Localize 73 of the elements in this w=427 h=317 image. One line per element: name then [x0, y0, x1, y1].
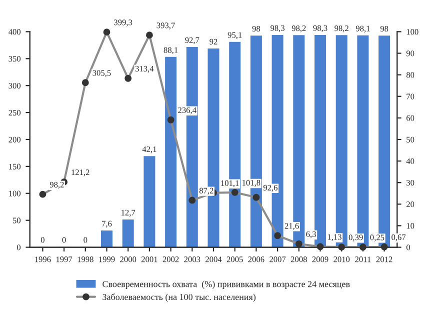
data-label: 98,3 [313, 25, 328, 32]
y-tick-label: 350 [8, 56, 21, 62]
data-label: 98,2 [334, 25, 348, 32]
data-label: 1,13 [328, 234, 342, 241]
data-label: 92,7 [185, 37, 200, 44]
y-tick-label: 400 [8, 29, 21, 35]
data-label: 0 [62, 237, 66, 243]
data-label: 98 [252, 26, 260, 32]
x-tick-label: 1996 [35, 256, 51, 262]
y2-tick-label: 60 [406, 115, 414, 121]
data-label: 236,4 [178, 107, 196, 114]
data-label: 92 [210, 38, 218, 44]
y2-tick-label: 10 [406, 223, 414, 229]
y2-tick-label: 40 [406, 158, 414, 164]
x-tick-label: 2010 [334, 256, 350, 262]
x-tick-label: 2008 [290, 256, 307, 262]
data-label: 0,25 [370, 234, 384, 242]
data-label: 121,2 [72, 169, 90, 176]
x-tick-label: 2000 [120, 256, 136, 262]
data-label: 0 [40, 237, 44, 243]
data-label: 12,7 [122, 210, 136, 217]
data-label: 0 [84, 237, 88, 243]
data-label: 98,1 [356, 26, 370, 33]
data-label: 399,3 [114, 20, 132, 26]
y2-tick-label: 90 [406, 50, 414, 56]
data-label: 98,2 [50, 182, 64, 189]
y-tick-label: 300 [8, 82, 21, 89]
y2-tick-label: 80 [406, 72, 414, 78]
data-label: 313,4 [135, 66, 154, 73]
x-tick-label: 2009 [312, 256, 328, 262]
y-tick-label: 200 [8, 136, 21, 142]
x-tick-label: 1998 [78, 256, 94, 262]
data-label: 7,6 [102, 220, 112, 228]
y-tick-label: 150 [9, 164, 21, 170]
data-label: 0,39 [348, 234, 363, 242]
x-tick-label: 2006 [248, 256, 264, 262]
data-label: 6,3 [306, 231, 316, 238]
data-label: 98 [380, 26, 388, 32]
x-tick-label: 1997 [56, 256, 72, 262]
y2-tick-label: 0 [406, 244, 410, 250]
x-tick-label: 2012 [376, 256, 392, 262]
data-label: 305,5 [92, 70, 111, 77]
data-label: 88,1 [164, 47, 178, 54]
data-label: 92,6 [263, 184, 278, 192]
x-tick-label: 2001 [141, 256, 158, 262]
x-tick-label: 2002 [162, 256, 179, 262]
y-tick-label: 250 [8, 110, 21, 116]
y2-tick-label: 20 [406, 202, 414, 208]
data-label: 95,1 [228, 32, 242, 39]
data-label: 21,6 [284, 223, 299, 230]
data-label: 98,2 [292, 25, 306, 32]
y2-tick-label: 30 [406, 180, 414, 186]
data-label: 0,67 [392, 234, 406, 242]
x-tick-label: 2003 [184, 256, 200, 262]
data-label: 101,1 [221, 180, 239, 188]
y-tick-label: 50 [13, 218, 21, 224]
y-tick-label: 100 [9, 190, 21, 196]
x-tick-label: 2007 [270, 256, 286, 262]
data-label: 87,2 [199, 188, 214, 195]
data-label: 98,3 [270, 25, 285, 32]
y2-tick-label: 50 [406, 136, 414, 142]
y2-tick-label: 100 [406, 29, 418, 35]
y-tick-label: 0 [17, 244, 21, 250]
x-tick-label: 2005 [226, 256, 243, 262]
x-tick-label: 2004 [206, 256, 222, 262]
data-label: 101,8 [242, 180, 260, 187]
legend-label: Заболеваемость (на 100 тыс. населения) [102, 294, 256, 302]
legend-label: Своевременность охвата (%) прививками в возрасте 24 месяцев [102, 280, 350, 289]
y2-tick-label: 70 [406, 94, 414, 100]
data-label: 393,7 [156, 22, 175, 30]
data-label: 42,1 [142, 146, 156, 154]
x-tick-label: 2011 [355, 256, 371, 262]
x-tick-label: 1999 [99, 256, 115, 262]
